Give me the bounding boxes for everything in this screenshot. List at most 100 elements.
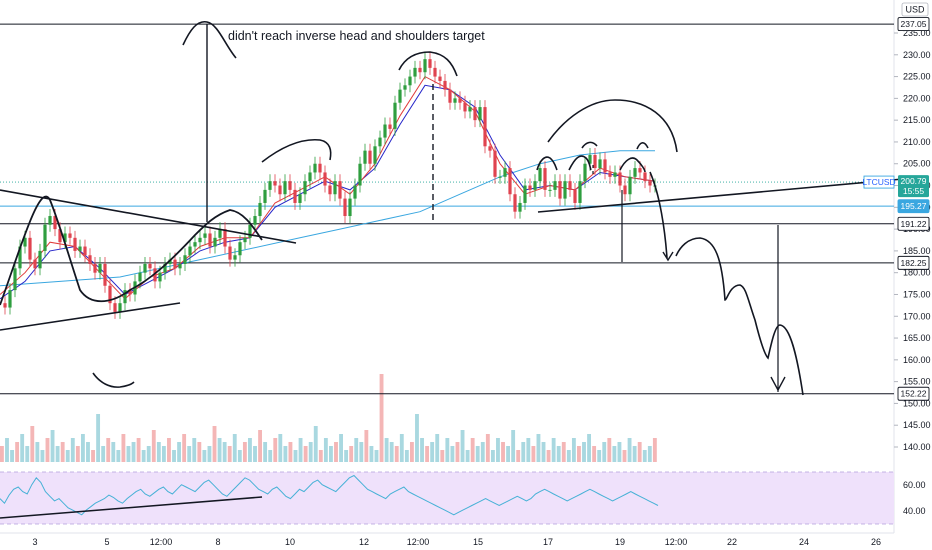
- candle-body: [233, 255, 237, 260]
- candle-body: [353, 185, 357, 199]
- time-tick-label: 26: [871, 537, 881, 547]
- candle-body: [418, 67, 422, 73]
- candle-body: [13, 268, 17, 291]
- price-tick-label: 235.00: [903, 28, 931, 38]
- volume-bar: [237, 450, 242, 462]
- candle-body: [38, 250, 42, 269]
- candle-body: [358, 163, 362, 186]
- volume-bar: [50, 430, 55, 462]
- volume-bar: [232, 434, 237, 462]
- volume-bar: [460, 430, 465, 462]
- volume-bar: [111, 442, 116, 462]
- candle-body: [583, 163, 587, 182]
- time-axis[interactable]: 3 5 12:00 8 10 12 12:00 15 17 19 12:00 22 24 26: [32, 537, 881, 547]
- price-tick-label: 140.00: [903, 442, 931, 452]
- volume-bar: [217, 438, 222, 462]
- volume-bar: [151, 430, 156, 462]
- volume-bar: [577, 446, 581, 462]
- candle-body: [48, 216, 52, 225]
- price-tick-label: 220.00: [903, 93, 931, 103]
- time-tick-label: 24: [799, 537, 809, 547]
- volume-bar: [566, 450, 571, 462]
- candle-body: [243, 237, 247, 243]
- volume-bar: [288, 442, 293, 462]
- candle-body: [173, 259, 177, 269]
- volume-bar: [96, 414, 101, 462]
- candle-body: [378, 137, 382, 147]
- candle-body: [113, 303, 117, 312]
- candle-body: [553, 181, 557, 190]
- price-tick-label: 155.00: [903, 377, 931, 387]
- volume-bar: [141, 450, 146, 462]
- volume-bar: [222, 442, 227, 462]
- candle-body: [238, 242, 242, 256]
- volume-bar: [465, 450, 470, 462]
- price-badge-label: 195.27: [901, 201, 927, 211]
- candle-body: [413, 67, 417, 77]
- candle-body: [398, 89, 402, 103]
- volume-bar: [323, 438, 328, 462]
- candle-body: [488, 146, 492, 151]
- volume-bar: [5, 438, 9, 462]
- volume-bar: [318, 450, 323, 462]
- mini-arc-5: [636, 142, 649, 150]
- candle-body: [608, 172, 612, 177]
- volume-bar: [253, 446, 257, 462]
- volume-bar: [612, 446, 617, 462]
- candle-body: [428, 59, 432, 68]
- candle-body: [558, 181, 562, 199]
- volume-bar: [339, 434, 343, 462]
- rsi-line: [0, 474, 659, 516]
- current-price-box: [898, 175, 929, 198]
- volume-bar: [45, 438, 50, 462]
- volume-bar: [273, 438, 278, 462]
- candle-body: [348, 198, 352, 217]
- price-tick-label: 150.00: [903, 398, 931, 408]
- projection-arrow-1: [662, 251, 674, 262]
- candle-body: [178, 263, 182, 269]
- price-tick-label: 230.00: [903, 50, 931, 60]
- candle-body: [588, 155, 592, 164]
- rsi-tick-label: 40.00: [903, 506, 926, 516]
- volume-bar: [455, 442, 460, 462]
- volume-bar: [354, 438, 359, 462]
- volume-bar: [541, 442, 546, 462]
- candle-body: [468, 107, 472, 112]
- volume-bar: [303, 446, 308, 462]
- candle-body: [298, 194, 302, 203]
- candle-body: [303, 181, 307, 195]
- volume-bar: [642, 450, 647, 462]
- rsi-trendline: [0, 496, 263, 519]
- volume-bar: [637, 442, 642, 462]
- candle-body: [443, 80, 447, 90]
- volume-bar: [425, 446, 430, 462]
- volume-bar: [516, 450, 521, 462]
- volume-bar: [597, 450, 602, 462]
- candle-body: [88, 255, 92, 264]
- volume-bar: [86, 442, 90, 462]
- time-tick-label: 10: [285, 537, 295, 547]
- candle-body: [463, 102, 467, 112]
- candle-body: [108, 285, 112, 304]
- price-tick-label: 215.00: [903, 115, 931, 125]
- candle-body: [163, 263, 167, 273]
- candle-body: [118, 303, 122, 312]
- mini-arc-2: [568, 155, 592, 171]
- price-tick-label: 175.00: [903, 289, 931, 299]
- volume-bar: [506, 446, 511, 462]
- volume-bar: [329, 446, 333, 462]
- candle-body: [268, 181, 272, 190]
- price-tick-label: 180.00: [903, 268, 931, 278]
- candle-body: [208, 233, 212, 247]
- candle-body: [573, 189, 577, 203]
- volume-bar: [571, 438, 576, 462]
- volume-bar: [607, 438, 612, 462]
- candle-body: [633, 168, 637, 177]
- volume-bar: [334, 442, 338, 462]
- small-arc: [92, 372, 135, 388]
- volume-bar: [364, 430, 369, 462]
- price-badge-box: [897, 17, 930, 32]
- candle-body: [143, 263, 147, 273]
- volume-bar: [399, 434, 404, 462]
